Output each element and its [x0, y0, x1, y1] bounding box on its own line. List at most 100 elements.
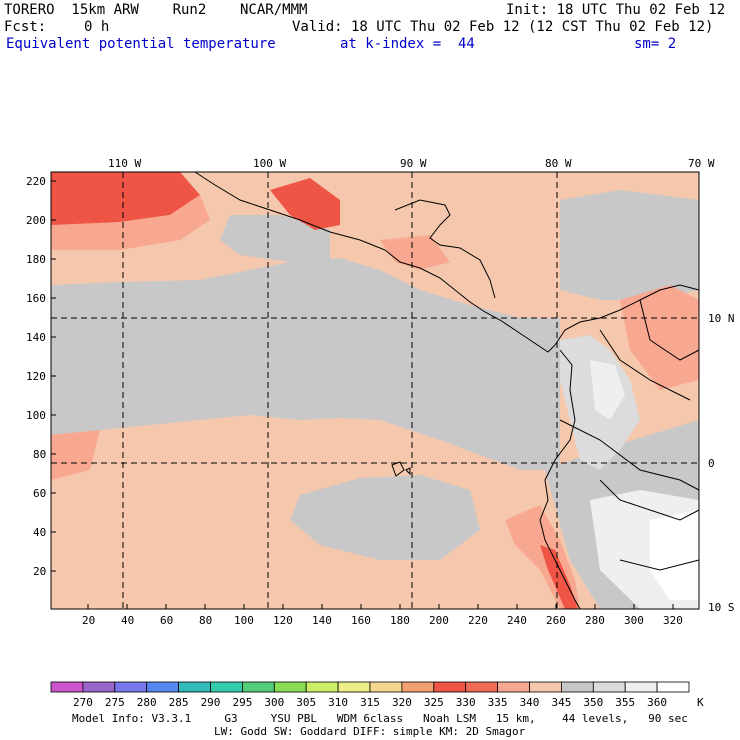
colorbar-level-label: 285 [168, 696, 189, 709]
forecast-hour: 0 h [84, 19, 110, 35]
x-tick-100: 100 [234, 614, 254, 627]
colorbar-swatch [114, 681, 148, 693]
colorbar-level-label: 305 [296, 696, 317, 709]
colorbar-swatch [656, 681, 690, 693]
model-info: Model Info: V3.3.1 G3 YSU PBL WDM 6class… [72, 712, 688, 725]
colorbar-swatch [82, 681, 116, 693]
y-tick-120: 120 [26, 370, 46, 383]
field-grey-north [220, 215, 330, 262]
field-grey-northeast [560, 190, 699, 300]
field-lighter-andes [590, 360, 625, 420]
plot-frame [50, 171, 700, 610]
colorbar-level-label: 355 [615, 696, 636, 709]
colorbar-swatch [592, 681, 626, 693]
colorbar-level-label: 275 [104, 696, 125, 709]
lat-label-0: 0 [708, 457, 715, 470]
colorbar-swatch [561, 681, 594, 693]
y-tick-40: 40 [33, 526, 47, 539]
field-salmon-nw [51, 195, 210, 250]
colorbar-swatch [178, 681, 211, 693]
x-tick-200: 200 [429, 614, 449, 627]
init-time: Init: 18 UTC Thu 02 Feb 12 [506, 2, 726, 18]
forecast-label: Fcst: [4, 19, 47, 35]
x-tick-40: 40 [121, 614, 135, 627]
field-salmon-coast [380, 235, 450, 270]
field-salmon-west [51, 430, 100, 480]
x-tick-20: 20 [82, 614, 96, 627]
y-tick-60: 60 [33, 487, 47, 500]
lat-label-10s: 10 S [708, 601, 735, 614]
colorbar-swatch [401, 681, 435, 693]
pacific-sa-coast [539, 349, 581, 610]
border-4 [599, 329, 691, 401]
physics-info: LW: Godd SW: Goddard DIFF: simple KM: 2D… [214, 725, 526, 738]
x-tick-80: 80 [199, 614, 213, 627]
y-tick-100: 100 [26, 409, 46, 422]
x-tick-160: 160 [351, 614, 371, 627]
colorbar-level-label: 335 [487, 696, 508, 709]
level-index: at k-index = 44 [340, 36, 475, 52]
colorbar-swatch [146, 681, 179, 693]
field-grey-south [290, 475, 480, 560]
colorbar-level-label: 350 [583, 696, 604, 709]
colorbar-level-label: 345 [551, 696, 572, 709]
y-tick-200: 200 [26, 214, 46, 227]
x-tick-280: 280 [585, 614, 605, 627]
colorbar-swatch [529, 681, 562, 693]
colorbar-swatch [305, 681, 339, 693]
colorbar-swatch [369, 681, 403, 693]
colorbar-swatch [241, 681, 275, 693]
field-salmon-colombia [620, 285, 699, 390]
y-tick-140: 140 [26, 331, 46, 344]
lon-label-110w: 110 W [108, 157, 142, 170]
colorbar-level-label: 330 [455, 696, 476, 709]
colorbar-swatch [273, 681, 307, 693]
colorbar-level-label: 325 [423, 696, 444, 709]
y-tick-220: 220 [26, 175, 46, 188]
colorbar-swatch [465, 681, 499, 693]
colorbar-unit: K [697, 696, 704, 709]
field-warm-nw [51, 172, 200, 225]
x-tick-240: 240 [507, 614, 527, 627]
x-tick-120: 120 [273, 614, 293, 627]
colorbar-level-label: 360 [647, 696, 668, 709]
border-3 [639, 299, 700, 361]
x-tick-260: 260 [546, 614, 566, 627]
colorbar-level-label: 310 [328, 696, 349, 709]
south-america-coast [554, 284, 700, 346]
y-tick-160: 160 [26, 292, 46, 305]
lon-label-100w: 100 W [253, 157, 287, 170]
x-tick-220: 220 [468, 614, 488, 627]
x-tick-60: 60 [160, 614, 174, 627]
colorbar-level-label: 270 [72, 696, 93, 709]
border-2 [599, 479, 700, 521]
x-tick-140: 140 [312, 614, 332, 627]
lat-label-10n: 10 N [708, 312, 735, 325]
border-1 [559, 419, 700, 491]
y-tick-20: 20 [33, 565, 47, 578]
x-tick-320: 320 [663, 614, 683, 627]
graticule [51, 172, 699, 609]
yucatan-coast [394, 199, 496, 299]
colorbar-swatch [497, 681, 530, 693]
colorbar-level-label: 280 [136, 696, 157, 709]
colorbar-level-label: 340 [519, 696, 540, 709]
colorbar-swatch [433, 681, 467, 693]
border-5 [619, 559, 700, 571]
field-red-peru [540, 545, 578, 609]
valid-time: Valid: 18 UTC Thu 02 Feb 12 (12 CST Thu … [292, 19, 714, 35]
colorbar-level-label: 295 [232, 696, 253, 709]
colorbar-level-label: 290 [200, 696, 221, 709]
lon-label-90w: 90 W [400, 157, 427, 170]
colorbar-swatch [210, 681, 243, 693]
axis-ticks [51, 180, 674, 609]
model-title: TORERO 15km ARW Run2 NCAR/MMM [4, 2, 308, 18]
y-tick-80: 80 [33, 448, 47, 461]
galapagos [391, 461, 411, 477]
mexico-coast [194, 171, 556, 353]
y-tick-180: 180 [26, 253, 46, 266]
lon-label-70w: 70 W [688, 157, 715, 170]
field-white-south [650, 510, 699, 600]
